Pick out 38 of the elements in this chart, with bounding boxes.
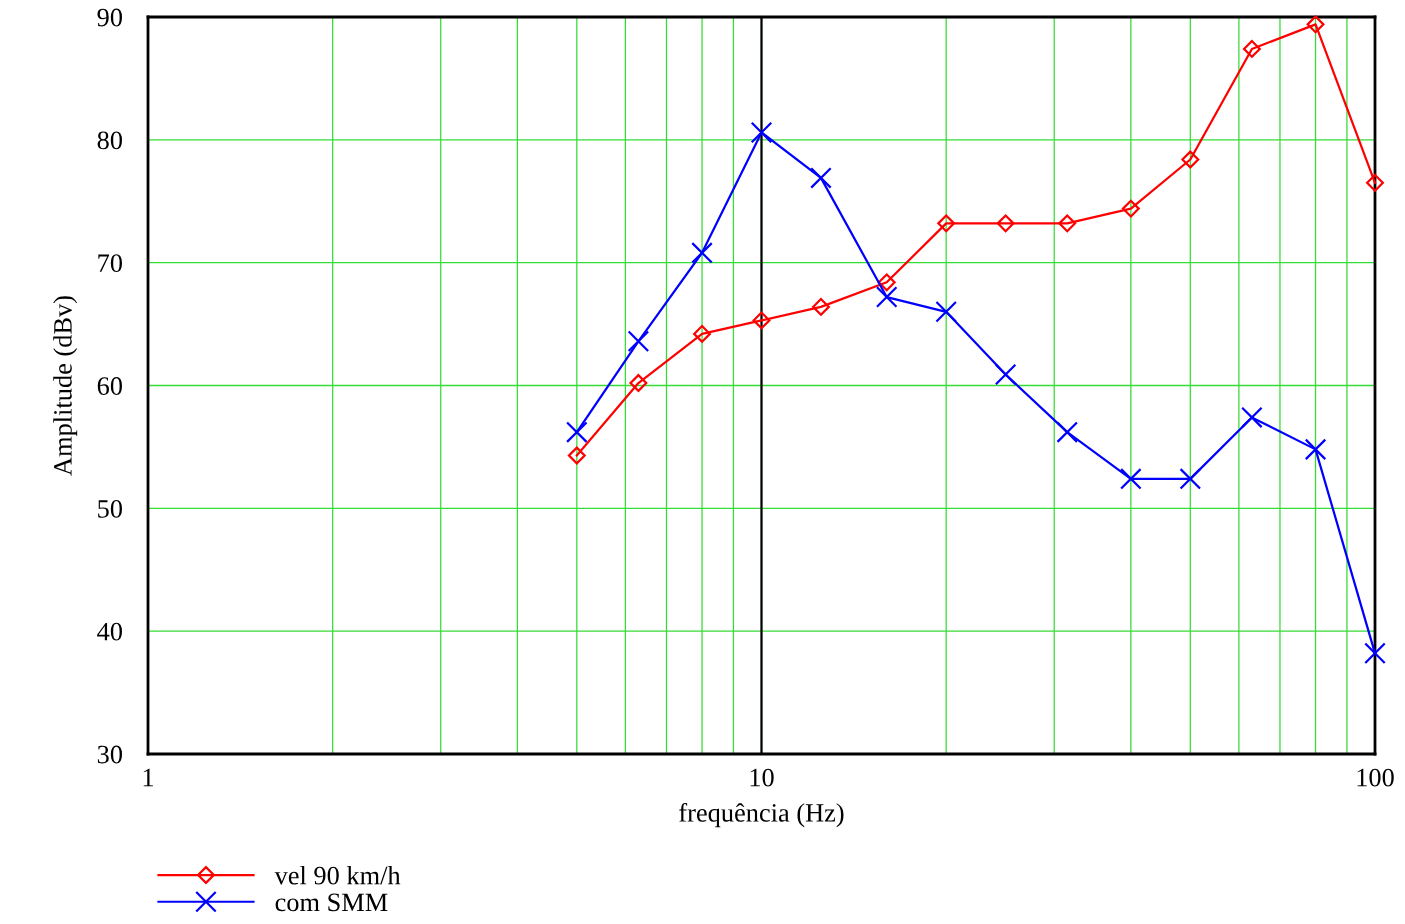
point [1058, 214, 1077, 233]
legend-label: vel 90 km/h [274, 865, 401, 885]
point [629, 374, 648, 393]
point [1056, 421, 1079, 444]
point [1179, 468, 1202, 490]
y-tick-label: 90 [97, 8, 122, 27]
point [935, 300, 958, 323]
y-tick-label: 50 [98, 499, 122, 518]
y-axis-title: Amplitude (dBv) [53, 296, 78, 476]
point [1120, 468, 1142, 490]
point [1306, 15, 1325, 34]
point [1242, 39, 1261, 58]
y-tick-label: 30 [97, 745, 122, 764]
y-tick-label: 80 [97, 131, 122, 150]
y-tick-label: 40 [97, 622, 122, 641]
point [1366, 173, 1384, 192]
point [1241, 406, 1263, 429]
point [810, 167, 832, 189]
point [937, 214, 956, 233]
point [627, 330, 650, 353]
point [750, 121, 773, 144]
y-tick-label: 70 [98, 254, 122, 273]
x-tick-label: 10 [750, 768, 774, 787]
point [752, 311, 771, 330]
point [1364, 642, 1386, 665]
x-axis-title: frequência (Hz) [679, 802, 844, 828]
x-tick-label: 1 [143, 768, 154, 787]
point [1304, 438, 1327, 461]
point [567, 446, 586, 465]
y-tick-label: 60 [97, 377, 122, 395]
point [1121, 199, 1140, 218]
point [996, 214, 1015, 233]
point [994, 363, 1017, 386]
x-tick-label: 100 [1357, 768, 1394, 787]
legend-label: com SMM [275, 893, 388, 912]
point [565, 421, 588, 444]
point [811, 297, 830, 316]
point [1181, 150, 1200, 169]
